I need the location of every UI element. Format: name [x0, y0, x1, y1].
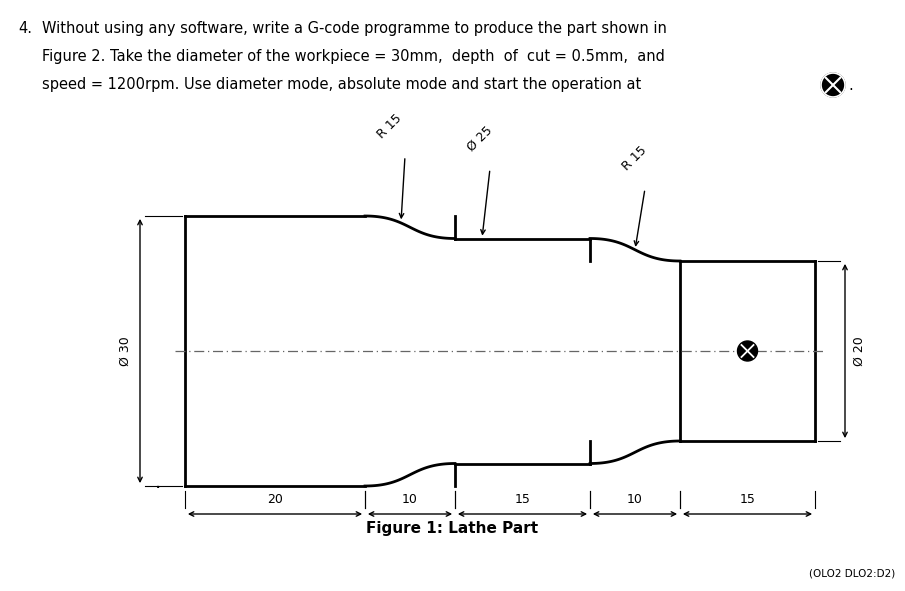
Text: .: . [848, 77, 853, 93]
Text: R 15: R 15 [376, 112, 405, 141]
Text: R 15: R 15 [620, 144, 650, 174]
Text: 20: 20 [267, 493, 283, 506]
Text: Figure 1: Lathe Part: Figure 1: Lathe Part [366, 521, 538, 537]
Text: (OLO2 DLO2:D2): (OLO2 DLO2:D2) [809, 569, 895, 579]
Text: 10: 10 [402, 493, 418, 506]
Text: 10: 10 [627, 493, 643, 506]
Text: 15: 15 [739, 493, 756, 506]
Circle shape [738, 341, 757, 361]
Text: Ø 30: Ø 30 [119, 336, 132, 366]
Text: 15: 15 [515, 493, 530, 506]
Text: Figure 2. Take the diameter of the workpiece = 30mm,  depth  of  cut = 0.5mm,  a: Figure 2. Take the diameter of the workp… [42, 49, 665, 64]
Text: Ø 25: Ø 25 [465, 124, 495, 154]
Text: 4.: 4. [18, 21, 32, 36]
Text: speed = 1200rpm. Use diameter mode, absolute mode and start the operation at: speed = 1200rpm. Use diameter mode, abso… [42, 77, 642, 92]
Text: Ø 20: Ø 20 [853, 336, 866, 366]
Circle shape [821, 73, 845, 97]
Text: Without using any software, write a G-code programme to produce the part shown i: Without using any software, write a G-co… [42, 21, 667, 36]
Text: .: . [155, 473, 161, 492]
